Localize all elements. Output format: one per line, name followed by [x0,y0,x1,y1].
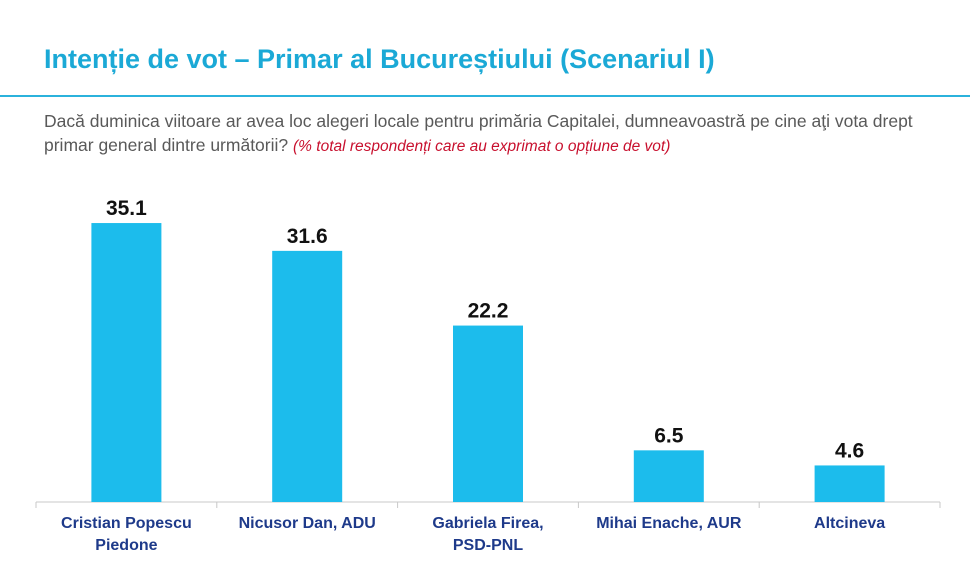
question-text: Dacă duminica viitoare ar avea loc alege… [44,111,913,155]
category-label-5: Altcineva [814,515,885,532]
bar-4 [633,450,704,502]
value-label-2: 31.6 [287,225,328,248]
title-divider [0,95,970,97]
bar-3 [453,325,523,502]
value-label-1: 35.1 [106,197,147,220]
value-label-4: 6.5 [654,424,684,447]
bar-1 [91,223,162,502]
bar-2 [272,250,343,502]
category-label-4: Mihai Enache, AUR [596,515,742,532]
category-label-line: Cristian Popescu [61,515,192,532]
category-label-line: Gabriela Firea, [432,515,543,532]
chart-title: Intenție de vot – Primar al Bucureștiulu… [44,44,715,74]
category-label-line: Nicusor Dan, ADU [239,515,376,532]
category-label-line: PSD-PNL [453,537,523,554]
survey-question: Dacă duminica viitoare ar avea loc alege… [44,109,964,159]
category-label-2: Nicusor Dan, ADU [239,515,376,532]
category-label-3: Gabriela Firea, PSD-PNL [432,515,543,554]
value-label-5: 4.6 [835,439,864,462]
category-label-1: Cristian Popescu Piedone [61,515,192,554]
value-label-3: 22.2 [468,300,509,323]
category-label-line: Piedone [95,537,157,554]
category-label-line: Altcineva [814,515,885,532]
bar-5 [814,465,885,502]
category-label-line: Mihai Enache, AUR [596,515,742,532]
question-note: (% total respondenți care au exprimat o … [293,138,671,155]
